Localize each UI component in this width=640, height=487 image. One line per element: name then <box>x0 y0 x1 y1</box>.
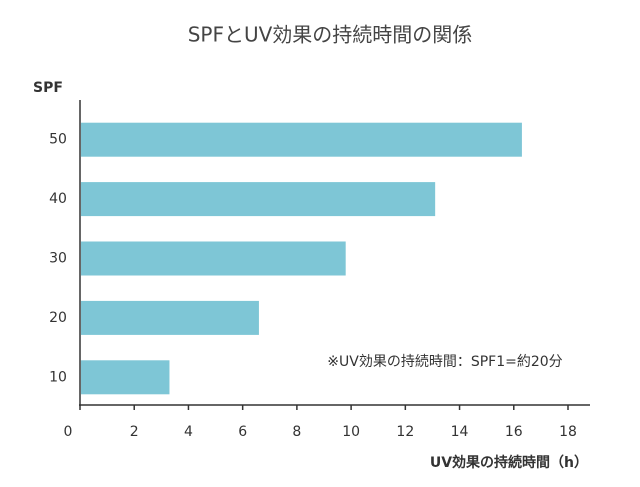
bar <box>81 122 522 157</box>
chart-title: SPFとUV効果の持続時間の関係 <box>188 23 473 47</box>
x-tick-label: 18 <box>559 424 577 440</box>
bar <box>81 182 436 217</box>
y-tick-label: 10 <box>49 369 67 385</box>
bar <box>81 241 346 276</box>
y-tick-label: 20 <box>49 310 67 326</box>
x-tick-label: 4 <box>184 424 193 440</box>
y-tick-label: 50 <box>49 132 67 148</box>
x-tick-label: 16 <box>505 424 523 440</box>
x-tick-label: 6 <box>238 424 247 440</box>
x-tick-label: 2 <box>130 424 139 440</box>
x-tick-label: 12 <box>396 424 414 440</box>
annotation: ※UV効果の持続時間：SPF1=約20分 <box>327 353 562 370</box>
bar <box>81 300 259 335</box>
x-tick-label: 0 <box>64 424 73 440</box>
y-axis-title: SPF <box>33 80 63 96</box>
bar <box>81 360 170 395</box>
x-tick-label: 14 <box>451 424 469 440</box>
y-tick-label: 40 <box>49 191 67 207</box>
x-axis-title: UV効果の持続時間（h） <box>430 454 588 471</box>
x-tick-label: 8 <box>292 424 301 440</box>
y-tick-label: 30 <box>49 251 67 267</box>
x-tick-label: 10 <box>342 424 360 440</box>
